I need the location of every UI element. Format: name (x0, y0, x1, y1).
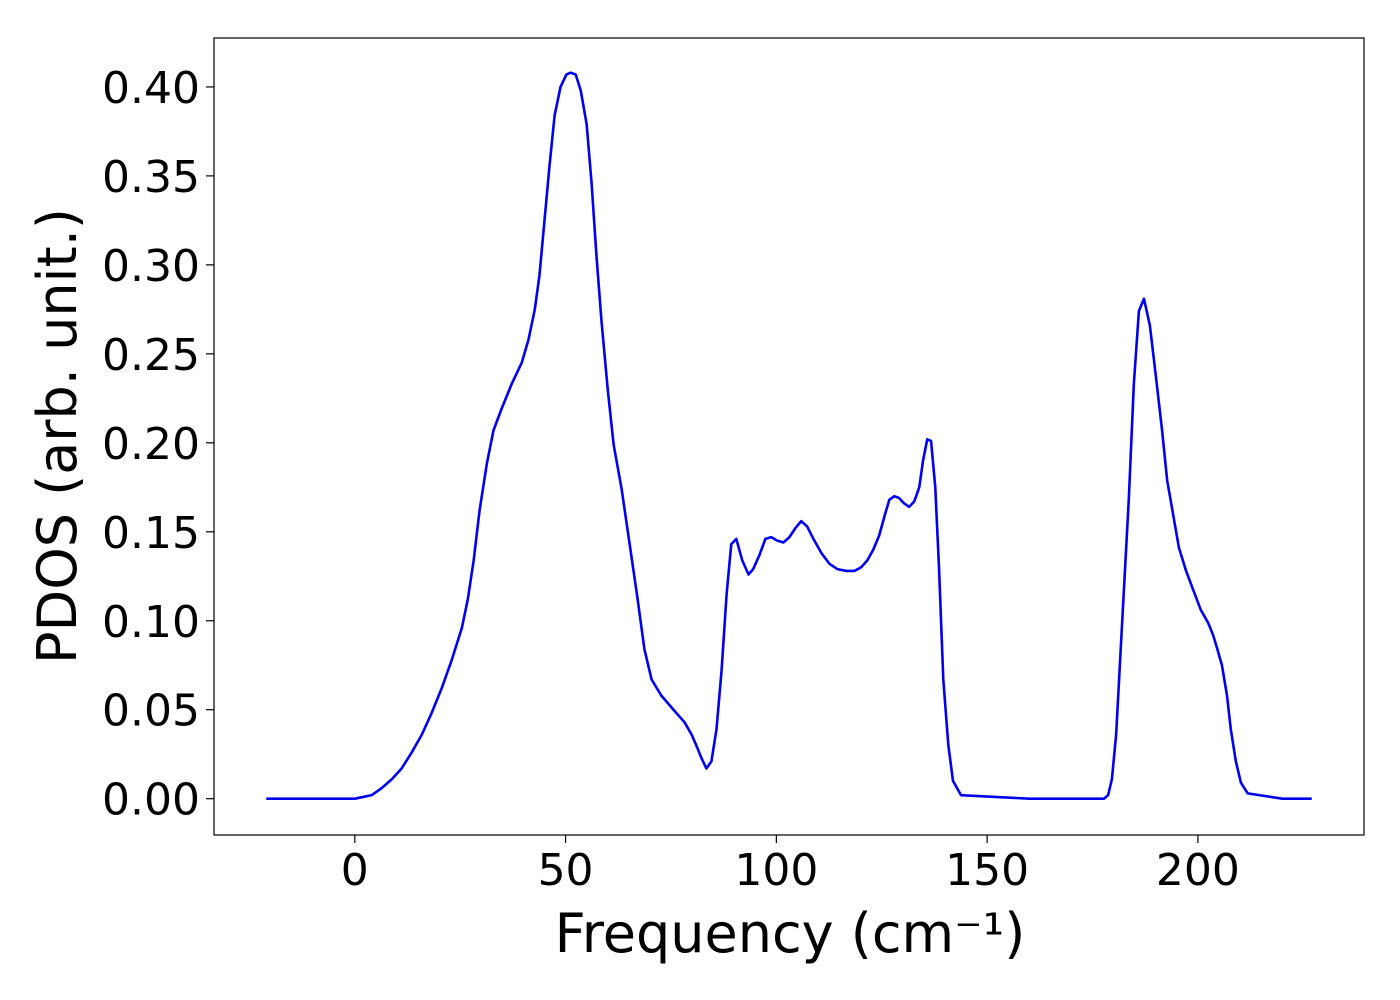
y-tick-label: 0.15 (102, 508, 200, 559)
y-tick-label: 0.20 (102, 419, 200, 470)
y-tick-label: 0.35 (102, 152, 200, 203)
y-axis-label: PDOS (arb. unit.) (26, 208, 89, 664)
pdos-line (266, 71, 1312, 800)
x-tick-label: 150 (945, 845, 1029, 896)
x-tick-label: 50 (538, 845, 594, 896)
x-tick-label: 200 (1156, 845, 1240, 896)
y-tick-label: 0.25 (102, 330, 200, 381)
y-tick-label: 0.30 (102, 241, 200, 292)
y-tick-label: 0.05 (102, 686, 200, 737)
x-axis-label: Frequency (cm⁻¹) (555, 902, 1026, 965)
x-tick-label: 100 (734, 845, 818, 896)
y-tick-label: 0.40 (102, 63, 200, 114)
x-tick-label: 0 (341, 845, 369, 896)
y-tick-label: 0.00 (102, 775, 200, 826)
y-tick-label: 0.10 (102, 597, 200, 648)
plot-frame (213, 37, 1365, 836)
